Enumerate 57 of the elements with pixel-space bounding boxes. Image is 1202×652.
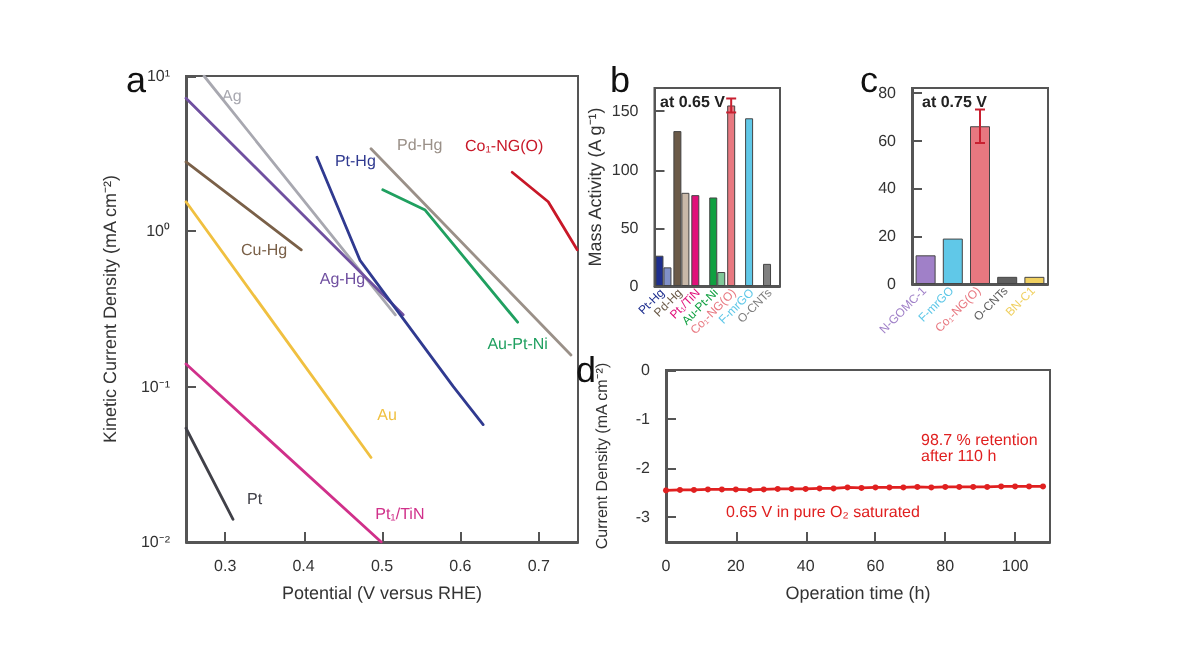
bar (745, 118, 754, 286)
y-tick-label: 10⁻² (140, 533, 171, 551)
bar (915, 255, 936, 284)
annotation: 98.7 % retention after 110 h (921, 431, 1042, 465)
line-series (315, 155, 485, 426)
x-tick-label: 80 (936, 557, 956, 575)
series-label: Co₁-NG(O) (465, 137, 544, 156)
x-tick-label: 0.7 (527, 557, 552, 575)
annotation: 0.65 V in pure O₂ saturated (726, 503, 920, 521)
y-tick-label: 60 (878, 131, 898, 150)
bar (1024, 276, 1045, 284)
x-tick-label: 0.4 (292, 557, 316, 575)
y-tick-label: -3 (635, 508, 652, 527)
y-tick-label: -2 (635, 459, 652, 478)
bar (655, 255, 664, 286)
y-tick-label: 150 (611, 102, 640, 121)
y-tick-label: 40 (878, 179, 898, 198)
y-axis-title: Current Density (mA cm⁻²) (593, 362, 611, 550)
series-label: Pt-Hg (334, 152, 376, 171)
y-tick-label: 10¹ (146, 67, 171, 85)
bar (709, 197, 718, 286)
bar (763, 263, 772, 286)
series-label: Pt₁/TiN (375, 505, 425, 523)
y-axis-title: Mass Activity (A g⁻¹) (585, 107, 605, 267)
annotation: at 0.75 V (922, 93, 989, 111)
y-tick-label: 10⁻¹ (140, 377, 171, 396)
x-tick-label: 0.5 (370, 557, 395, 575)
x-tick-label: 0.3 (214, 557, 238, 575)
y-tick-label: 10⁰ (146, 222, 170, 241)
y-tick-label: 100 (611, 160, 640, 179)
x-tick-label: 0 (661, 557, 672, 575)
y-tick-label: 0 (641, 361, 652, 379)
x-axis-title: Potential (V versus RHE) (281, 582, 483, 603)
series-label: Pt (247, 490, 264, 509)
series-label: Ag-Hg (319, 269, 366, 288)
x-tick-label: 100 (1001, 557, 1030, 575)
chart-title: b (610, 60, 631, 100)
y-tick-label: 80 (878, 83, 898, 102)
series-label: Au-Pt-Ni (487, 335, 549, 354)
y-tick-label: -1 (635, 410, 652, 429)
x-axis-title: Operation time (h) (785, 582, 931, 603)
annotation: at 0.65 V (660, 93, 727, 111)
bar (942, 238, 963, 284)
y-tick-label: 20 (878, 227, 898, 246)
chart-title: c (860, 60, 878, 100)
x-tick-label: 0.6 (449, 557, 473, 575)
chart-title: a (126, 60, 148, 100)
x-tick-label: 40 (796, 557, 816, 575)
series-label: Cu-Hg (241, 240, 288, 259)
y-axis-title: Kinetic Current Density (mA cm⁻²) (100, 174, 121, 444)
y-tick-label: 50 (620, 218, 640, 237)
x-tick-label: 20 (726, 557, 746, 575)
series-label: Ag (222, 87, 242, 105)
x-tick-label: 60 (866, 557, 886, 575)
series-label: Pd-Hg (397, 135, 443, 154)
series-label: Au (377, 406, 397, 425)
bar (970, 126, 990, 284)
